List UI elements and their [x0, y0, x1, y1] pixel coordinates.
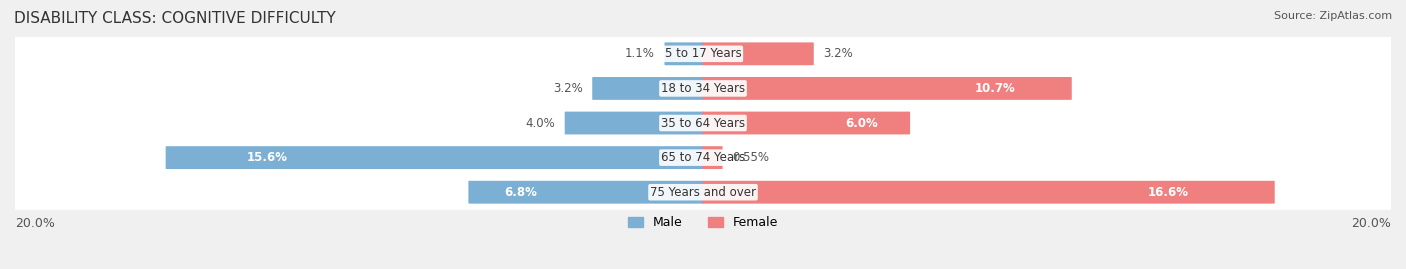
Text: 0.55%: 0.55%	[733, 151, 769, 164]
Text: 15.6%: 15.6%	[247, 151, 288, 164]
Text: 3.2%: 3.2%	[824, 47, 853, 60]
FancyBboxPatch shape	[14, 175, 1392, 210]
Text: 16.6%: 16.6%	[1147, 186, 1188, 199]
FancyBboxPatch shape	[468, 181, 703, 204]
Text: 4.0%: 4.0%	[526, 116, 555, 129]
FancyBboxPatch shape	[665, 43, 703, 65]
FancyBboxPatch shape	[592, 77, 703, 100]
FancyBboxPatch shape	[14, 105, 1392, 141]
FancyBboxPatch shape	[14, 71, 1392, 106]
FancyBboxPatch shape	[14, 140, 1392, 175]
Text: 18 to 34 Years: 18 to 34 Years	[661, 82, 745, 95]
Text: 1.1%: 1.1%	[624, 47, 655, 60]
FancyBboxPatch shape	[703, 77, 1071, 100]
Text: 10.7%: 10.7%	[976, 82, 1017, 95]
Text: 6.8%: 6.8%	[505, 186, 537, 199]
Text: 65 to 74 Years: 65 to 74 Years	[661, 151, 745, 164]
Text: 6.0%: 6.0%	[845, 116, 879, 129]
Text: DISABILITY CLASS: COGNITIVE DIFFICULTY: DISABILITY CLASS: COGNITIVE DIFFICULTY	[14, 11, 336, 26]
FancyBboxPatch shape	[703, 43, 814, 65]
FancyBboxPatch shape	[703, 181, 1275, 204]
Text: 35 to 64 Years: 35 to 64 Years	[661, 116, 745, 129]
Text: 20.0%: 20.0%	[1351, 217, 1391, 230]
FancyBboxPatch shape	[703, 112, 910, 134]
FancyBboxPatch shape	[703, 146, 723, 169]
Text: Source: ZipAtlas.com: Source: ZipAtlas.com	[1274, 11, 1392, 21]
FancyBboxPatch shape	[166, 146, 703, 169]
FancyBboxPatch shape	[565, 112, 703, 134]
FancyBboxPatch shape	[14, 36, 1392, 72]
Text: 75 Years and over: 75 Years and over	[650, 186, 756, 199]
Legend: Male, Female: Male, Female	[623, 211, 783, 234]
Text: 5 to 17 Years: 5 to 17 Years	[665, 47, 741, 60]
Text: 20.0%: 20.0%	[15, 217, 55, 230]
Text: 3.2%: 3.2%	[553, 82, 582, 95]
